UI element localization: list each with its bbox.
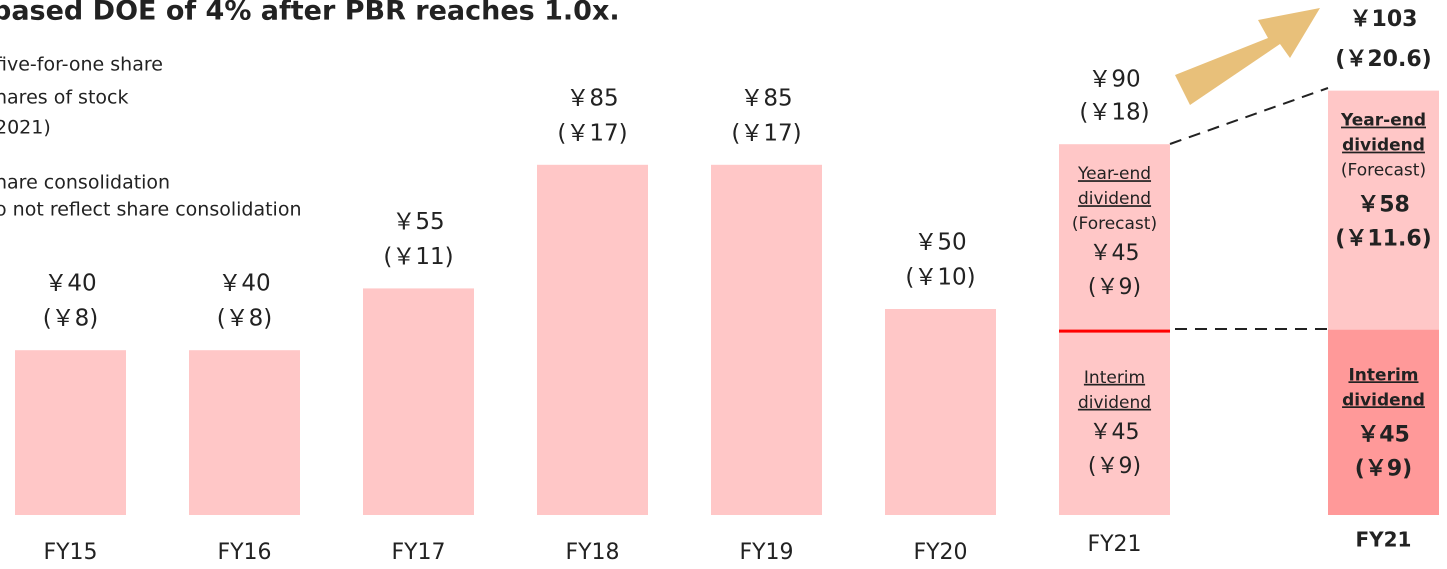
note: o not reflect share consolidation — [0, 199, 302, 221]
adjusted-label: (￥10) — [905, 265, 975, 291]
segment-name: dividend — [1342, 136, 1425, 156]
x-tick-label: FY21 — [1356, 528, 1412, 552]
divider — [1059, 326, 1170, 333]
segment-note: (Forecast) — [1341, 161, 1426, 181]
segment-name: Interim — [1348, 365, 1418, 385]
bar — [15, 350, 126, 515]
connector — [1169, 87, 1329, 145]
segment-name: Year-end — [1077, 164, 1151, 184]
note: hare consolidation — [0, 172, 170, 194]
x-tick-label: FY17 — [391, 540, 445, 565]
segment-value: ￥58 — [1357, 193, 1410, 218]
segment-name: dividend — [1078, 189, 1151, 209]
segment — [1328, 90, 1439, 330]
adjusted-label: (￥8) — [43, 306, 99, 332]
total-label: ￥90 — [1088, 67, 1140, 93]
segment-name: Interim — [1084, 368, 1145, 388]
segment-value: ￥45 — [1090, 241, 1140, 266]
value-label: ￥40 — [218, 271, 270, 297]
x-tick-label: FY19 — [739, 540, 793, 565]
segment-value: ￥45 — [1357, 422, 1410, 447]
adjusted-label: (￥17) — [557, 120, 627, 146]
bar — [537, 164, 648, 516]
segment — [1059, 144, 1170, 330]
value-label: ￥85 — [740, 85, 792, 111]
total-adjusted: (￥18) — [1079, 100, 1149, 126]
arrow — [1175, 8, 1320, 105]
adjusted-label: (￥11) — [383, 244, 453, 270]
note: hares of stock — [0, 87, 128, 109]
segment-adjusted: (￥9) — [1088, 454, 1141, 479]
segment-adjusted: (￥9) — [1088, 275, 1141, 300]
total-adjusted: (￥20.6) — [1335, 47, 1431, 72]
total-label: ￥103 — [1350, 7, 1418, 32]
segment-name: dividend — [1342, 390, 1425, 410]
bar — [189, 350, 300, 515]
segment — [1059, 329, 1170, 515]
note: five-for-one share — [0, 54, 163, 76]
value-label: ￥40 — [44, 271, 96, 297]
bar — [885, 309, 996, 515]
value-label: ￥55 — [392, 209, 444, 235]
bar — [711, 164, 822, 516]
note: 2021) — [0, 117, 51, 139]
x-tick-label: FY16 — [217, 540, 271, 565]
segment-note: (Forecast) — [1072, 214, 1157, 234]
chart-title: based DOE of 4% after PBR reaches 1.0x. — [0, 0, 620, 27]
x-tick-label: FY20 — [913, 540, 967, 565]
x-tick-label: FY18 — [565, 540, 619, 565]
segment-value: ￥45 — [1090, 420, 1140, 445]
segment — [1328, 329, 1439, 515]
segment-name: Year-end — [1340, 111, 1426, 131]
value-label: ￥50 — [914, 230, 966, 256]
segment-adjusted: (￥9) — [1355, 456, 1412, 481]
value-label: ￥85 — [566, 85, 618, 111]
adjusted-label: (￥17) — [731, 120, 801, 146]
bar — [363, 288, 474, 515]
segment-name: dividend — [1078, 393, 1151, 413]
segment-adjusted: (￥11.6) — [1335, 227, 1431, 252]
adjusted-label: (￥8) — [217, 306, 273, 332]
x-tick-label: FY21 — [1087, 532, 1141, 557]
x-tick-label: FY15 — [43, 540, 97, 565]
